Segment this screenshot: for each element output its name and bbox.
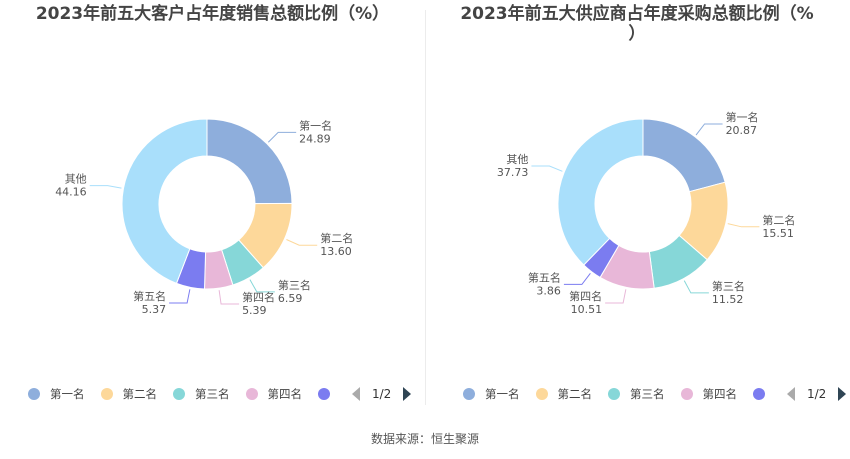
legend-next-icon[interactable] bbox=[838, 387, 847, 401]
legend-marker bbox=[100, 388, 113, 400]
legend-marker bbox=[753, 388, 765, 400]
slice-value-label: 15.51 bbox=[762, 227, 794, 240]
leader-line-1 bbox=[267, 131, 297, 143]
legend-marker bbox=[318, 388, 330, 400]
slice-category-label: 第二名 bbox=[762, 213, 795, 227]
slice-category-label: 第二名 bbox=[320, 231, 353, 245]
leader-line-3 bbox=[683, 280, 709, 294]
slice-value-label: 13.60 bbox=[320, 245, 352, 258]
leader-line-6 bbox=[531, 165, 563, 172]
legend-page-indicator: 1/2 bbox=[807, 387, 827, 401]
leader-line-2 bbox=[286, 239, 318, 246]
legend-pager: 1/2 bbox=[787, 387, 847, 401]
slice-category-label: 第五名 bbox=[528, 270, 561, 284]
slice-category-label: 第一名 bbox=[299, 118, 332, 132]
slice-category-label: 第四名 bbox=[242, 290, 275, 304]
legend-label: 第一名 bbox=[50, 387, 85, 401]
customer-chart-panel: 2023年前五大客户占年度销售总额比例（%） 第一名 24.89 第二名 13.60 第… bbox=[0, 0, 425, 420]
leader-line-5 bbox=[563, 272, 591, 285]
legend-label: 第二名 bbox=[122, 387, 158, 401]
legend-item-4[interactable]: 第四名 bbox=[245, 386, 303, 402]
chart-title: 2023年前五大客户占年度销售总额比例（%） bbox=[35, 4, 390, 24]
legend-marker bbox=[680, 388, 693, 400]
slice-value-label: 24.89 bbox=[299, 132, 331, 145]
legend-marker bbox=[28, 388, 40, 400]
leader-line-1 bbox=[695, 123, 723, 136]
legend: 第一名 第二名 第三名 第四名 1/2 bbox=[28, 384, 412, 404]
slice-category-label: 第一名 bbox=[726, 110, 759, 124]
legend-item-5[interactable] bbox=[318, 388, 340, 400]
legend-item-3[interactable]: 第三名 bbox=[608, 386, 665, 402]
legend-marker bbox=[245, 388, 258, 400]
slice-category-label: 第三名 bbox=[712, 279, 745, 293]
slice-value-label: 44.16 bbox=[55, 186, 87, 199]
donut-slice-1[interactable] bbox=[206, 118, 293, 205]
slice-category-label: 其他 bbox=[506, 153, 528, 166]
data-source-footer: 数据来源：恒生聚源 bbox=[370, 432, 479, 446]
donut-slice-6[interactable] bbox=[121, 118, 208, 284]
legend-marker bbox=[463, 388, 475, 400]
slice-value-label: 20.87 bbox=[726, 124, 758, 137]
legend-item-3[interactable]: 第三名 bbox=[173, 386, 230, 402]
slice-category-label: 第三名 bbox=[278, 278, 311, 292]
leader-line-5 bbox=[169, 289, 191, 304]
slice-value-label: 11.52 bbox=[712, 293, 744, 306]
donut-slice-1[interactable] bbox=[642, 118, 726, 193]
leader-line-3 bbox=[249, 279, 275, 293]
legend-item-4[interactable]: 第四名 bbox=[680, 386, 738, 402]
chart-title-line1: 2023年前五大供应商占年度采购总额比例（% bbox=[460, 4, 814, 24]
legend-marker bbox=[173, 388, 185, 400]
slice-category-label: 第四名 bbox=[569, 289, 602, 303]
legend-label: 第三名 bbox=[630, 387, 665, 401]
chart-title-line2: ） bbox=[628, 24, 646, 44]
legend-prev-icon[interactable] bbox=[787, 387, 795, 401]
legend-marker bbox=[535, 388, 548, 400]
legend-pager: 1/2 bbox=[352, 387, 412, 401]
slice-value-label: 10.51 bbox=[571, 303, 603, 316]
legend-item-2[interactable]: 第二名 bbox=[100, 386, 158, 402]
legend-next-icon[interactable] bbox=[403, 387, 412, 401]
slice-value-label: 3.86 bbox=[536, 284, 561, 297]
slice-value-label: 5.37 bbox=[142, 303, 167, 316]
slice-category-label: 其他 bbox=[65, 173, 87, 186]
legend-page-indicator: 1/2 bbox=[372, 387, 392, 401]
legend-item-1[interactable]: 第一名 bbox=[28, 386, 85, 402]
leader-line-4 bbox=[605, 289, 627, 304]
leader-line-6 bbox=[89, 185, 122, 189]
slice-value-label: 5.39 bbox=[242, 304, 267, 317]
legend-item-1[interactable]: 第一名 bbox=[463, 386, 520, 402]
chart-title: 2023年前五大供应商占年度采购总额比例（% ） bbox=[437, 4, 837, 44]
legend-item-2[interactable]: 第二名 bbox=[535, 386, 593, 402]
legend-label: 第二名 bbox=[557, 387, 593, 401]
legend-label: 第四名 bbox=[267, 387, 303, 401]
slice-category-label: 第五名 bbox=[133, 289, 166, 303]
legend-prev-icon[interactable] bbox=[352, 387, 360, 401]
leader-line-4 bbox=[218, 290, 240, 305]
legend-label: 第四名 bbox=[702, 387, 738, 401]
donut-slice-6[interactable] bbox=[557, 118, 644, 266]
legend: 第一名 第二名 第三名 第四名 1/2 bbox=[463, 384, 847, 404]
panel-divider bbox=[425, 10, 426, 405]
legend-item-5[interactable] bbox=[753, 388, 775, 400]
slice-value-label: 37.73 bbox=[497, 166, 529, 179]
slice-value-label: 6.59 bbox=[278, 292, 303, 305]
legend-label: 第三名 bbox=[195, 387, 230, 401]
legend-label: 第一名 bbox=[485, 387, 520, 401]
legend-marker bbox=[608, 388, 620, 400]
leader-line-2 bbox=[727, 223, 760, 228]
supplier-chart-panel: 2023年前五大供应商占年度采购总额比例（% ） 第一名 20.87 第二名 15.5… bbox=[425, 0, 850, 420]
